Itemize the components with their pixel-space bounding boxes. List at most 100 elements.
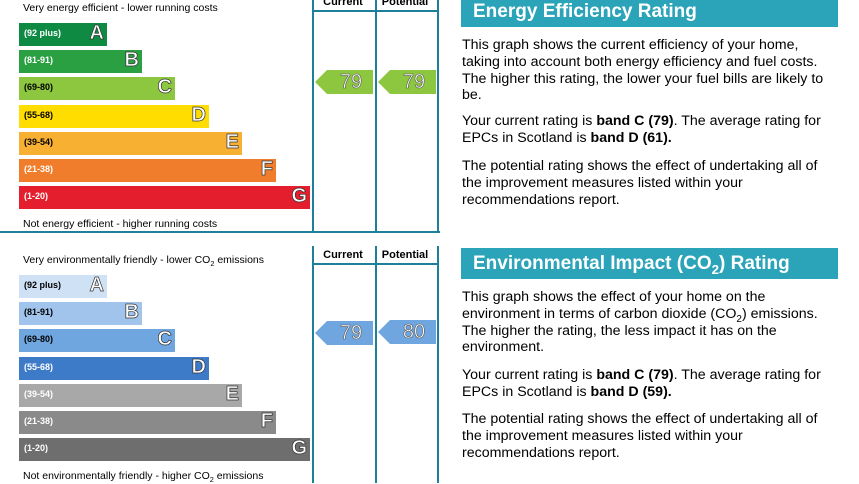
- band-range-label: (39-54): [24, 136, 54, 147]
- description-text: This graph shows the effect of your home…: [462, 289, 766, 322]
- divider-line: [375, 246, 377, 483]
- band-range-label: (39-54): [24, 388, 54, 399]
- band-letter: B: [124, 301, 139, 324]
- arrow-shape: [378, 70, 436, 94]
- energy-potential-summary: The potential rating shows the effect of…: [462, 158, 818, 208]
- band-e: (39-54) E: [19, 382, 242, 407]
- band-d: (55-68) D: [19, 103, 209, 128]
- current-rating-value: 79: [339, 322, 363, 345]
- band-letter: A: [89, 274, 104, 297]
- band-range-label: (1-20): [24, 443, 49, 454]
- current-column-header: Current: [323, 249, 363, 261]
- band-g: (1-20) G: [19, 437, 310, 462]
- band-letter: F: [260, 410, 273, 433]
- band-letter: E: [225, 130, 239, 153]
- environment-description: This graph shows the effect of your home…: [462, 289, 834, 356]
- band-letter: G: [291, 437, 307, 460]
- divider-line: [312, 263, 439, 265]
- summary-text: Your current rating is: [462, 367, 597, 383]
- environment-potential-summary: The potential rating shows the effect of…: [462, 411, 818, 461]
- current-rating-arrow: 79: [315, 321, 373, 345]
- top-label-text: emissions: [214, 254, 265, 266]
- band-range-label: (92 plus): [24, 280, 62, 290]
- band-b: (81-91) B: [19, 49, 142, 74]
- band-range-label: (55-68): [24, 361, 54, 372]
- band-c: (69-80) C: [19, 76, 175, 101]
- environment-current-summary: Your current rating is band C (79). The …: [462, 367, 834, 401]
- title-text: ) Rating: [719, 253, 790, 274]
- summary-average: band D (61).: [590, 129, 672, 146]
- band-letter: G: [291, 185, 307, 208]
- bottom-label: Not environmentally friendly - higher CO…: [23, 470, 264, 484]
- divider-line: [375, 0, 377, 233]
- band-letter: D: [191, 355, 206, 378]
- band-range-label: (69-80): [24, 334, 54, 345]
- environmental-impact-chart: Current Potential Very environmentally f…: [0, 246, 440, 483]
- band-a: (92 plus) A: [19, 22, 107, 46]
- band-letter: B: [124, 49, 139, 72]
- current-rating-arrow: 79: [315, 70, 373, 94]
- subscript: 2: [736, 313, 742, 325]
- band-range-label: (92 plus): [24, 28, 62, 38]
- energy-rating-chart: Current Potential Very energy efficient …: [0, 0, 440, 233]
- band-b: (81-91) B: [19, 301, 142, 326]
- band-range-label: (81-91): [24, 55, 54, 66]
- current-column-header: Current: [323, 0, 363, 8]
- summary-text: Your current rating is: [462, 113, 597, 129]
- band-range-label: (69-80): [24, 82, 54, 93]
- bottom-label: Not energy efficient - higher running co…: [23, 218, 218, 230]
- subscript: 2: [209, 475, 214, 484]
- bottom-label-text: emissions: [213, 470, 264, 482]
- band-range-label: (21-38): [24, 416, 54, 426]
- potential-column-header: Potential: [381, 249, 429, 261]
- top-label: Very environmentally friendly - lower CO…: [23, 254, 265, 269]
- current-rating-value: 79: [339, 71, 363, 94]
- divider-line: [0, 231, 440, 233]
- potential-rating-value: 80: [402, 321, 426, 344]
- energy-current-summary: Your current rating is band C (79). The …: [462, 113, 834, 147]
- potential-rating-arrow: 79: [378, 70, 436, 94]
- top-label-text: Very environmentally friendly - lower CO: [23, 254, 211, 266]
- band-f: (21-38) F: [19, 158, 276, 182]
- arrow-shape: [378, 320, 436, 344]
- summary-average: band D (59).: [590, 383, 672, 400]
- energy-description: This graph shows the current efficiency …: [462, 37, 824, 104]
- summary-text: . The average rating for EPCs in Scotlan…: [462, 367, 821, 400]
- band-range-label: (81-91): [24, 307, 54, 318]
- divider-line: [437, 0, 439, 233]
- bottom-label-text: Not environmentally friendly - higher CO: [23, 470, 210, 482]
- arrow-shape: [315, 321, 373, 345]
- potential-rating-arrow: 80: [378, 320, 436, 344]
- title-text: Environmental Impact (CO: [473, 253, 712, 274]
- band-f: (21-38) F: [19, 410, 276, 434]
- band-d: (55-68) D: [19, 355, 209, 380]
- arrow-shape: [315, 70, 373, 94]
- subscript: 2: [210, 259, 215, 269]
- subscript: 2: [711, 261, 720, 277]
- band-letter: A: [89, 22, 104, 45]
- description-text: ) emissions. The higher the rating, the …: [462, 305, 818, 356]
- band-letter: D: [191, 103, 206, 126]
- band-range-label: (55-68): [24, 109, 54, 120]
- top-label: Very energy efficient - lower running co…: [23, 2, 218, 14]
- band-range-label: (21-38): [24, 164, 54, 174]
- band-a: (92 plus) A: [19, 274, 107, 298]
- band-letter: C: [157, 328, 172, 351]
- divider-line: [312, 0, 314, 233]
- divider-line: [312, 246, 314, 483]
- divider-line: [437, 246, 439, 483]
- environment-title: Environmental Impact (CO2) Rating: [461, 248, 838, 279]
- band-letter: C: [157, 76, 172, 99]
- energy-title: Energy Efficiency Rating: [461, 0, 838, 27]
- potential-column-header: Potential: [381, 0, 429, 8]
- band-e: (39-54) E: [19, 130, 242, 155]
- band-c: (69-80) C: [19, 328, 175, 353]
- band-g: (1-20) G: [19, 185, 310, 210]
- potential-rating-value: 79: [402, 71, 426, 94]
- band-letter: F: [260, 158, 273, 181]
- summary-band: band C (79): [596, 113, 674, 129]
- summary-band: band C (79): [596, 367, 674, 383]
- summary-text: . The average rating for EPCs in Scotlan…: [462, 113, 821, 146]
- divider-line: [312, 10, 439, 12]
- band-range-label: (1-20): [24, 191, 49, 202]
